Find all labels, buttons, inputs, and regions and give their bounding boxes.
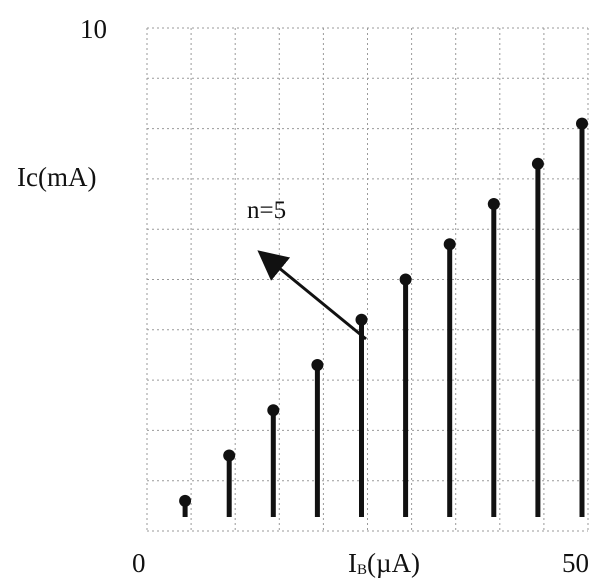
grid [146,27,589,532]
stem-marker [267,404,280,417]
stem-marker [311,359,324,372]
stem-marker [179,494,192,507]
annotation-label: n=5 [247,197,286,224]
stem-point [179,494,192,517]
x-tick-label-max: 50 [562,548,589,578]
x-axis-label-main: I [348,548,357,578]
stem-marker [399,273,412,286]
stems [179,117,588,517]
stem-marker [223,449,236,462]
stem-marker [576,117,588,130]
y-tick-label-max: 10 [80,14,107,44]
x-axis-label-subscript: B [357,562,367,578]
stem-marker [355,313,368,326]
x-axis-label: IB(µA) [348,548,420,578]
stem-point [399,273,412,517]
stem-point [576,117,588,517]
stem-point [443,238,456,517]
y-axis-label: Ic(mA) [17,162,96,192]
stem-point [355,313,368,517]
stem-point [531,157,544,517]
stem-point [223,449,236,517]
stem-point [267,404,280,517]
stem-marker [487,198,500,211]
stem-point [311,359,324,517]
stem-marker [531,157,544,170]
annotation-arrow [257,250,367,341]
x-axis-label-unit: (µA) [367,548,420,578]
x-tick-label-min: 0 [132,548,146,578]
stem-marker [443,238,456,251]
stem-point [487,198,500,517]
